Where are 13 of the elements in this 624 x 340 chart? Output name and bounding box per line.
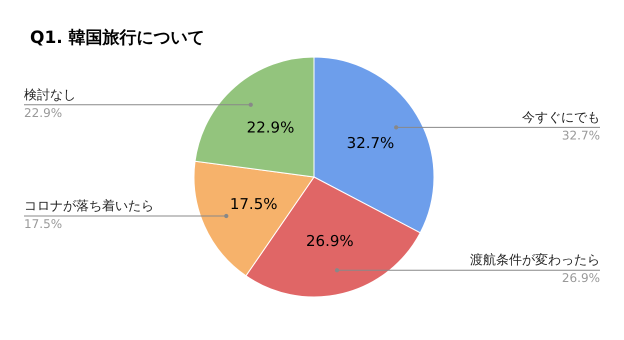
slice-label: 検討なし	[24, 88, 76, 103]
data-label: 32.7%	[346, 134, 394, 152]
slice-label: 今すぐにでも	[522, 110, 600, 126]
text: 26.9%	[562, 271, 600, 286]
text: 32.7%	[562, 128, 600, 142]
chart-title: Q1. 韓国旅行について	[30, 28, 205, 48]
text: 22.9%	[24, 106, 62, 120]
slice-label: 渡航条件が変わったら	[470, 252, 600, 268]
text: 17.5%	[24, 216, 62, 231]
data-label: 17.5%	[230, 194, 278, 213]
slice-label: コロナが落ち着いたら	[24, 198, 154, 214]
data-label: 22.9%	[246, 118, 294, 136]
data-label: 26.9%	[306, 232, 354, 250]
